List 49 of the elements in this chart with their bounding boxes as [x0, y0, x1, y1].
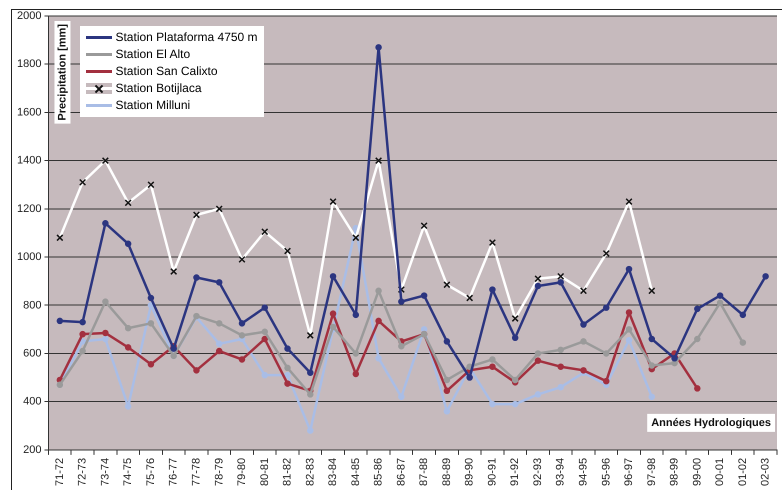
x-tick-label: 97-98 — [646, 458, 658, 486]
x-tick-label: 83-84 — [327, 458, 340, 486]
x-tick-label: 93-94 — [554, 458, 567, 486]
y-tick-label: 1600 — [16, 106, 42, 118]
x-tick-label: 76-77 — [168, 458, 180, 486]
x-tick-label: 75-76 — [144, 458, 157, 486]
x-tick-label: 84-85 — [350, 458, 362, 486]
x-tick-label: 96-97 — [623, 458, 636, 486]
x-tick-label: 74-75 — [122, 458, 134, 486]
y-tick-label: 800 — [23, 299, 42, 312]
x-tick-label: 99-00 — [691, 458, 704, 486]
legend-label: Station Plataforma 4750 m — [115, 29, 258, 46]
y-tick-label: 1000 — [16, 251, 42, 264]
x-tick-label: 88-89 — [440, 458, 453, 486]
y-tick-label: 1400 — [16, 154, 42, 167]
x-tick-label: 82-83 — [304, 458, 316, 486]
y-tick-label: 600 — [23, 347, 42, 360]
x-tick-label: 77-78 — [190, 458, 202, 486]
x-tick-label: 71-72 — [54, 458, 66, 486]
x-tick-label: 79-80 — [236, 458, 248, 486]
x-tick-label: 02-03 — [760, 458, 772, 486]
x-tick-label: 90-91 — [486, 458, 498, 486]
x-tick-label: 91-92 — [509, 458, 522, 486]
x-tick-label: 95-96 — [600, 458, 612, 486]
x-tick-label: 87-88 — [418, 458, 430, 486]
legend-label: Station San Calixto — [115, 63, 218, 80]
legend-label: Station Botijlaca — [115, 80, 202, 97]
x-tick-label: 80-81 — [258, 458, 271, 486]
y-tick-label: 1800 — [16, 58, 42, 70]
y-axis-title: Precipitation [mm] — [56, 24, 68, 121]
x-tick-label: 94-95 — [578, 458, 590, 486]
y-tick-label: 2000 — [16, 10, 42, 22]
legend-label: Station El Alto — [115, 46, 190, 63]
x-tick-label: 01-02 — [736, 458, 749, 486]
y-tick-label: 200 — [23, 444, 42, 456]
x-tick-label: 85-86 — [372, 458, 385, 486]
x-tick-label: 86-87 — [395, 458, 408, 486]
y-tick-label: 1200 — [16, 202, 42, 215]
x-axis-title: Années Hydrologiques — [651, 416, 771, 429]
x-tick-label: 92-93 — [532, 458, 544, 486]
x-tick-label: 81-82 — [282, 458, 294, 486]
legend-label: Station Milluni — [115, 97, 190, 114]
x-tick-label: 73-74 — [99, 458, 112, 486]
x-tick-label: 89-90 — [464, 458, 476, 486]
x-tick-label: 98-99 — [668, 458, 681, 486]
x-tick-label: 72-73 — [76, 458, 89, 486]
x-tick-label: 78-79 — [213, 458, 226, 486]
x-tick-label: 00-01 — [714, 458, 726, 486]
y-tick-label: 400 — [23, 396, 42, 408]
